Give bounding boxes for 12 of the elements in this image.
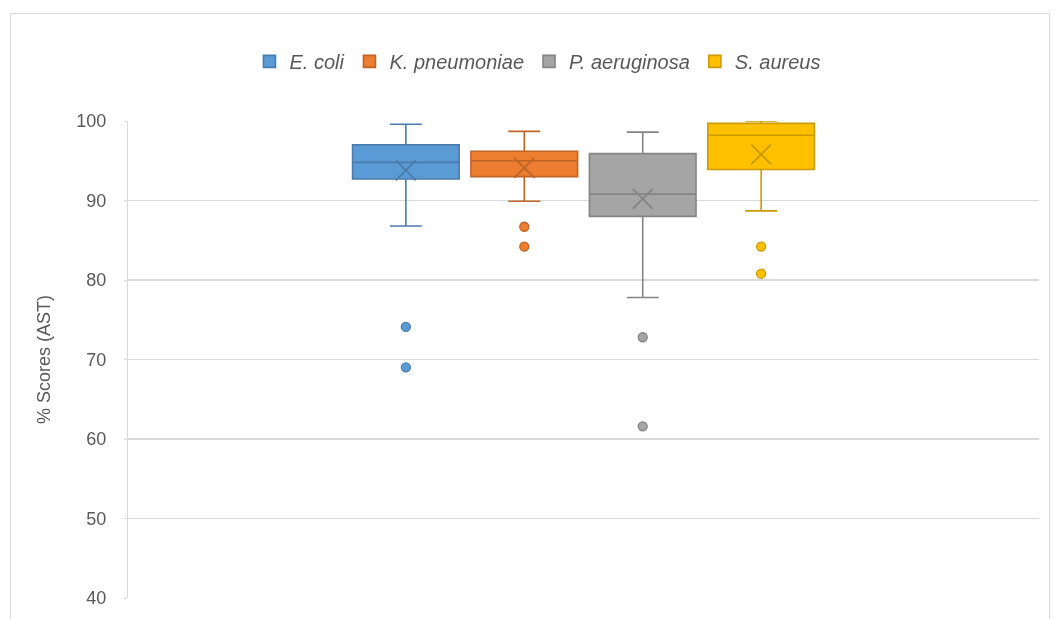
legend-label: E. coli bbox=[289, 51, 345, 74]
y-tick-label: 70 bbox=[86, 349, 107, 370]
y-tick-label: 40 bbox=[86, 588, 107, 609]
y-tick-label: 80 bbox=[86, 270, 107, 291]
legend-label: K. pneumoniae bbox=[389, 51, 525, 74]
legend-label: P. aeruginosa bbox=[569, 51, 690, 74]
y-tick-label: 100 bbox=[76, 111, 107, 132]
y-tick-label: 60 bbox=[86, 429, 107, 450]
y-tick-label: 90 bbox=[86, 190, 107, 211]
legend-label: S. aureus bbox=[734, 51, 821, 74]
y-tick-label: 50 bbox=[86, 508, 107, 529]
y-axis-title: % Scores (AST) bbox=[34, 294, 55, 425]
